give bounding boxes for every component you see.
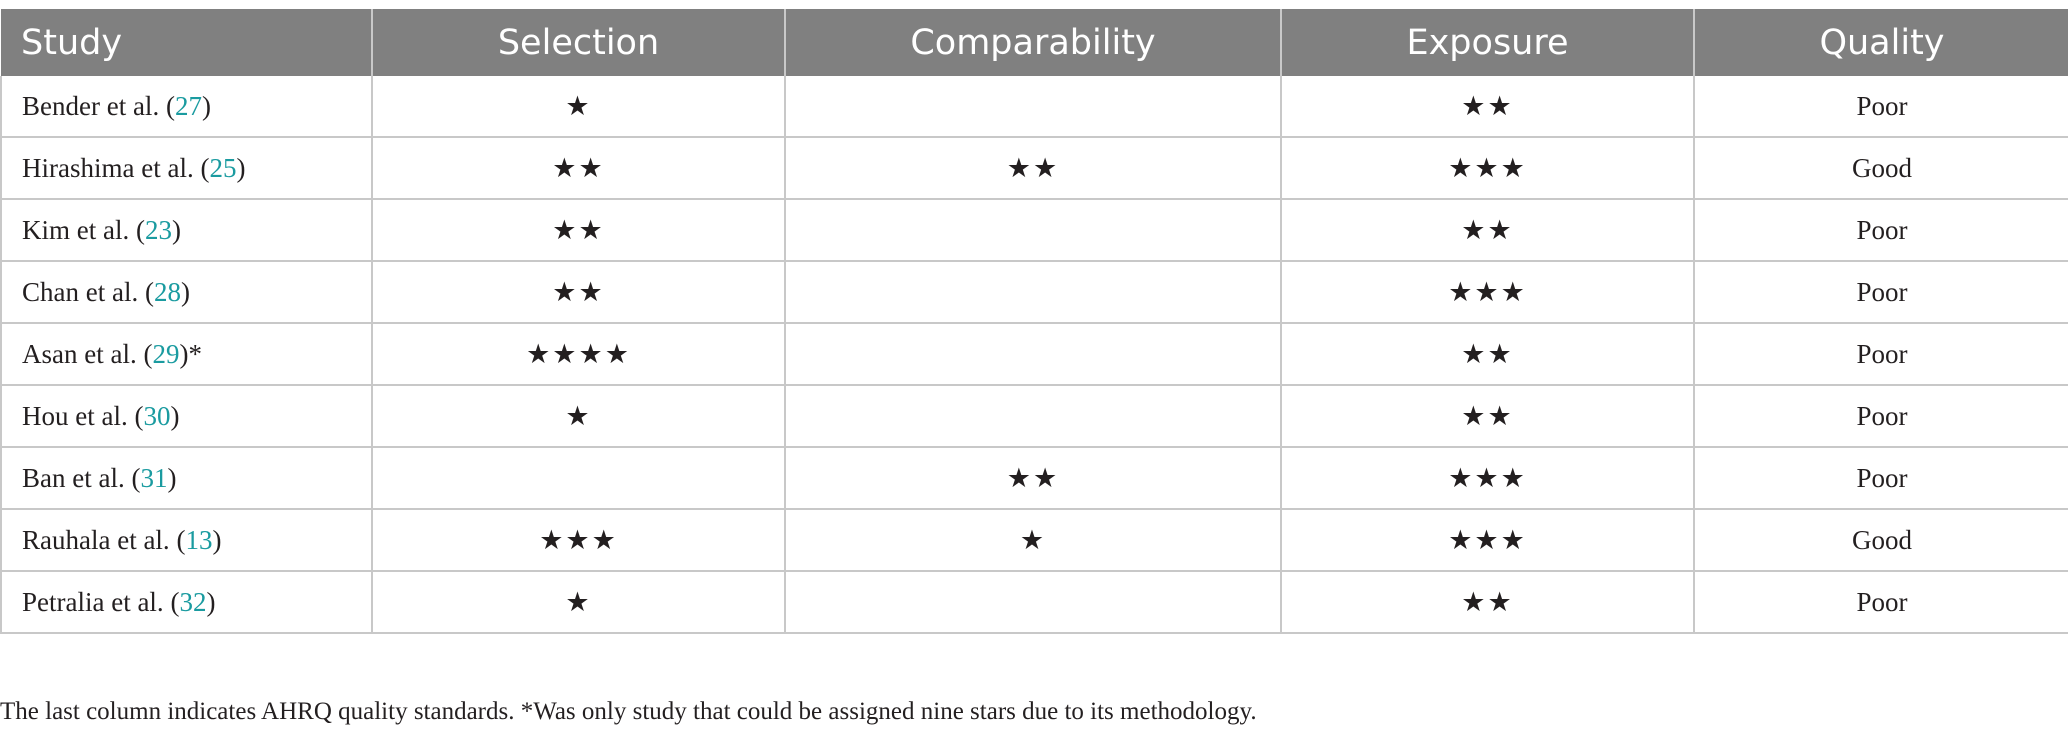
exposure-stars: ★★★ xyxy=(1281,509,1695,572)
selection-stars: ★ xyxy=(372,76,786,138)
header-selection: Selection xyxy=(372,9,786,76)
study-cell: Ban et al. (31) xyxy=(0,447,373,510)
comparability-stars xyxy=(785,323,1282,386)
exposure-stars: ★★ xyxy=(1281,199,1695,262)
header-quality: Quality xyxy=(1694,9,2068,76)
selection-stars: ★★★ xyxy=(372,509,786,572)
header-comparability: Comparability xyxy=(785,9,1282,76)
exposure-stars: ★★ xyxy=(1281,76,1695,138)
comparability-stars: ★★ xyxy=(785,137,1282,200)
study-cell: Asan et al. (29)* xyxy=(0,323,373,386)
study-author: Bender et al. xyxy=(22,90,160,121)
reference-link[interactable]: 13 xyxy=(185,524,213,555)
comparability-stars xyxy=(785,76,1282,138)
study-cell: Rauhala et al. (13) xyxy=(0,509,373,572)
quality-rating: Poor xyxy=(1694,199,2068,262)
comparability-stars xyxy=(785,571,1282,634)
study-author: Kim et al. xyxy=(22,214,130,245)
study-cell: Hou et al. (30) xyxy=(0,385,373,448)
exposure-stars: ★★★ xyxy=(1281,137,1695,200)
table-header: Study Selection Comparability Exposure Q… xyxy=(1,9,2068,76)
selection-stars: ★ xyxy=(372,571,786,634)
study-author: Hou et al. xyxy=(22,400,128,431)
reference-link[interactable]: 31 xyxy=(140,462,168,493)
comparability-stars xyxy=(785,199,1282,262)
selection-stars: ★★ xyxy=(372,261,786,324)
quality-rating: Poor xyxy=(1694,323,2068,386)
reference-link[interactable]: 28 xyxy=(153,276,181,307)
quality-assessment-table-wrap: Study Selection Comparability Exposure Q… xyxy=(0,9,2068,634)
comparability-stars xyxy=(785,261,1282,324)
quality-rating: Poor xyxy=(1694,571,2068,634)
exposure-stars: ★★★ xyxy=(1281,261,1695,324)
table-row: Rauhala et al. (13) ★★★ ★ ★★★ Good xyxy=(0,509,2068,572)
table-body: Bender et al. (27) ★ ★★ Poor Hirashima e… xyxy=(0,76,2068,634)
study-suffix: * xyxy=(188,338,202,369)
study-cell: Kim et al. (23) xyxy=(0,199,373,262)
study-cell: Chan et al. (28) xyxy=(0,261,373,324)
quality-rating: Good xyxy=(1694,509,2068,572)
table-row: Hou et al. (30) ★ ★★ Poor xyxy=(0,385,2068,448)
study-cell: Bender et al. (27) xyxy=(0,76,373,138)
header-study: Study xyxy=(1,9,373,76)
quality-rating: Poor xyxy=(1694,76,2068,138)
table-row: Hirashima et al. (25) ★★ ★★ ★★★ Good xyxy=(0,137,2068,200)
table-row: Bender et al. (27) ★ ★★ Poor xyxy=(0,76,2068,138)
comparability-stars xyxy=(785,385,1282,448)
reference-link[interactable]: 25 xyxy=(209,152,237,183)
exposure-stars: ★★ xyxy=(1281,385,1695,448)
study-cell: Petralia et al. (32) xyxy=(0,571,373,634)
quality-rating: Poor xyxy=(1694,261,2068,324)
study-author: Chan et al. xyxy=(22,276,139,307)
reference-link[interactable]: 29 xyxy=(152,338,180,369)
reference-link[interactable]: 23 xyxy=(144,214,172,245)
exposure-stars: ★★ xyxy=(1281,323,1695,386)
selection-stars: ★★ xyxy=(372,199,786,262)
study-author: Asan et al. xyxy=(22,338,137,369)
study-author: Rauhala et al. xyxy=(22,524,170,555)
table-row: Asan et al. (29)* ★★★★ ★★ Poor xyxy=(0,323,2068,386)
study-author: Hirashima et al. xyxy=(22,152,194,183)
table-row: Chan et al. (28) ★★ ★★★ Poor xyxy=(0,261,2068,324)
selection-stars: ★★ xyxy=(372,137,786,200)
header-exposure: Exposure xyxy=(1281,9,1695,76)
reference-link[interactable]: 27 xyxy=(174,90,202,121)
comparability-stars: ★★ xyxy=(785,447,1282,510)
quality-rating: Good xyxy=(1694,137,2068,200)
header-row: Study Selection Comparability Exposure Q… xyxy=(1,9,2068,76)
selection-stars xyxy=(372,447,786,510)
study-author: Petralia et al. xyxy=(22,586,164,617)
quality-rating: Poor xyxy=(1694,385,2068,448)
quality-assessment-table: Study Selection Comparability Exposure Q… xyxy=(0,9,2068,634)
exposure-stars: ★★★ xyxy=(1281,447,1695,510)
table-row: Ban et al. (31) ★★ ★★★ Poor xyxy=(0,447,2068,510)
table-row: Kim et al. (23) ★★ ★★ Poor xyxy=(0,199,2068,262)
comparability-stars: ★ xyxy=(785,509,1282,572)
quality-rating: Poor xyxy=(1694,447,2068,510)
study-author: Ban et al. xyxy=(22,462,125,493)
reference-link[interactable]: 30 xyxy=(143,400,171,431)
exposure-stars: ★★ xyxy=(1281,571,1695,634)
study-cell: Hirashima et al. (25) xyxy=(0,137,373,200)
table-footnote: The last column indicates AHRQ quality s… xyxy=(0,698,1257,725)
table-row: Petralia et al. (32) ★ ★★ Poor xyxy=(0,571,2068,634)
selection-stars: ★★★★ xyxy=(372,323,786,386)
selection-stars: ★ xyxy=(372,385,786,448)
reference-link[interactable]: 32 xyxy=(179,586,207,617)
